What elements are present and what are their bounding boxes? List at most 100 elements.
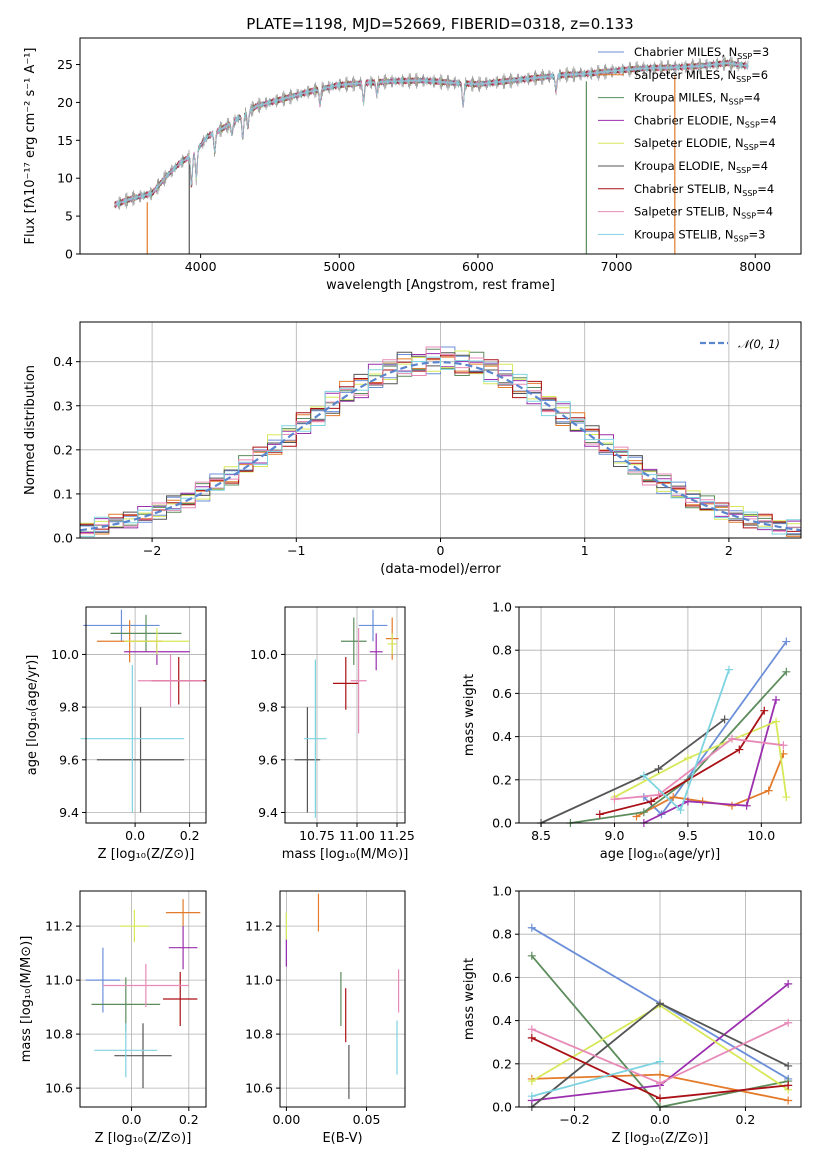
data-point-marker — [683, 754, 692, 763]
spectrum-panel: 4000 5000 6000 7000 8000 0 5 10 15 20 25 wavelength… — [23, 37, 802, 293]
plot-area — [80, 609, 206, 813]
y-tick-label: 20 — [57, 95, 73, 110]
x-axis-label: E(B-V) — [322, 1131, 362, 1146]
axes-frame — [85, 606, 207, 824]
plot-area — [294, 609, 399, 818]
y-axis-label: Normed distribution — [23, 365, 38, 495]
x-tick-label: 0.00 — [272, 1112, 300, 1127]
y-tick-label: 0.0 — [492, 1100, 512, 1115]
x-tick-label: −2 — [143, 543, 161, 558]
data-point-marker — [595, 810, 604, 819]
y-tick-label: 1.0 — [492, 600, 512, 615]
mass-vs-metallicity-panel: 0.0 0.2 10.6 10.8 11.0 11.2 Z [log₁₀(Z/Z⊙)] mas… — [19, 890, 207, 1146]
y-tick-label: 0.1 — [53, 486, 73, 501]
plot-area — [85, 899, 201, 1089]
x-tick-label: 6000 — [462, 259, 494, 274]
x-tick-label: 5000 — [323, 259, 355, 274]
mass-weight-vs-age-panel: 8.5 9.0 9.5 10.0 0.0 0.2 0.4 0.6 0.8 1.0 age [log₁… — [462, 600, 802, 862]
y-tick-label: 9.8 — [258, 700, 278, 715]
data-point-marker — [735, 745, 744, 754]
figure-title: PLATE=1198, MJD=52669, FIBERID=0318, z=0… — [246, 15, 633, 33]
data-point-marker — [656, 1094, 664, 1103]
y-tick-label: 0.8 — [492, 927, 512, 942]
x-tick-label: 0.0 — [650, 1112, 670, 1127]
mass-weight-vs-metallicity-panel: −0.2 0.0 0.2 0.0 0.2 0.4 0.6 0.8 1.0 Z [log₁₀(Z/Z… — [462, 884, 802, 1146]
y-tick-label: 0.0 — [53, 531, 73, 546]
x-tick-label: 2 — [725, 543, 733, 558]
data-point-marker — [656, 1057, 664, 1066]
y-axis-label: mass weight — [462, 674, 477, 756]
mass-weight-line — [643, 641, 788, 816]
axes-frame — [279, 890, 406, 1108]
data-point-marker — [784, 1061, 793, 1070]
data-point-marker — [527, 951, 536, 960]
data-point-marker — [772, 695, 781, 704]
x-axis-label: Z [log₁₀(Z/Z⊙)] — [95, 1131, 192, 1146]
histogram-series-8 — [80, 346, 801, 535]
x-tick-label: 4000 — [185, 259, 217, 274]
y-tick-label: 0.3 — [53, 398, 73, 413]
y-tick-label: 25 — [57, 57, 73, 72]
legend-entry: Salpeter MILES, NSSP=6 — [634, 68, 768, 84]
x-axis-label: Z [log₁₀(Z/Z⊙)] — [98, 847, 195, 862]
y-tick-label: 0.2 — [492, 1056, 512, 1071]
y-tick-label: 9.8 — [59, 700, 79, 715]
y-tick-label: 9.4 — [258, 805, 278, 820]
y-axis-label: Flux [fλ10⁻¹⁷ erg cm⁻² s⁻¹ A⁻¹] — [23, 48, 38, 245]
x-axis-label: age [log₁₀(age/yr)] — [600, 847, 721, 862]
y-tick-label: 11.0 — [45, 973, 73, 988]
data-point-marker — [527, 1025, 536, 1034]
x-tick-label: 9.5 — [678, 828, 698, 843]
plot-area — [114, 55, 749, 254]
x-tick-label: 11.00 — [339, 828, 375, 843]
data-point-marker — [656, 1070, 664, 1079]
data-point-marker — [656, 999, 664, 1008]
model-spectrum-9 — [114, 60, 749, 207]
axes-frame — [518, 606, 802, 824]
histogram-series-9 — [80, 356, 801, 537]
data-point-marker — [725, 665, 734, 674]
y-tick-label: 10.0 — [250, 647, 278, 662]
spectrum-lines — [114, 55, 749, 254]
x-tick-label: 8.5 — [531, 828, 551, 843]
data-point-marker — [639, 808, 648, 817]
x-axis-label: mass [log₁₀(M/M⊙)] — [282, 847, 409, 862]
y-tick-label: 10.6 — [245, 1081, 273, 1096]
y-tick-label: 11.2 — [45, 919, 73, 934]
x-tick-label: 9.0 — [605, 828, 625, 843]
y-axis-label: mass [log₁₀(M/M⊙)] — [19, 936, 34, 1063]
x-tick-label: 7000 — [601, 259, 633, 274]
plot-area — [537, 637, 791, 827]
x-tick-label: 0.0 — [122, 1112, 142, 1127]
data-point-marker — [647, 797, 656, 806]
y-tick-label: 10 — [57, 171, 73, 186]
mass-weight-line — [540, 718, 726, 824]
x-tick-label: 1 — [581, 543, 589, 558]
y-tick-label: 0.2 — [492, 772, 512, 787]
data-point-marker — [760, 706, 769, 715]
data-point-marker — [656, 1079, 664, 1088]
data-point-marker — [742, 801, 751, 810]
y-tick-label: 0.4 — [53, 354, 73, 369]
data-point-marker — [683, 797, 692, 806]
y-axis-label: age [log₁₀(age/yr)] — [25, 655, 40, 776]
x-tick-label: 0.2 — [179, 1112, 199, 1127]
x-axis-label: (data-model)/error — [380, 562, 501, 577]
data-point-marker — [782, 667, 791, 676]
y-tick-label: 0.2 — [53, 442, 73, 457]
x-tick-label: 11.25 — [379, 828, 415, 843]
data-point-marker — [784, 979, 793, 988]
legend-entry: Salpeter ELODIE, NSSP=4 — [634, 136, 776, 152]
legend-entry: Chabrier STELIB, NSSP=4 — [634, 182, 774, 198]
y-tick-label: 1.0 — [492, 884, 512, 899]
y-tick-label: 9.4 — [59, 805, 79, 820]
legend-entry: Kroupa ELODIE, NSSP=4 — [634, 159, 768, 175]
x-axis-label: Z [log₁₀(Z/Z⊙)] — [612, 1131, 709, 1146]
x-tick-label: −1 — [287, 543, 305, 558]
x-tick-label: 10.0 — [747, 828, 775, 843]
age-vs-mass-panel: 10.75 11.00 11.25 9.4 9.6 9.8 10.0 mass [log₁₀(… — [250, 606, 415, 862]
y-tick-label: 9.6 — [258, 752, 278, 767]
mass-weight-line — [570, 671, 787, 824]
normal-reference-curve — [79, 360, 802, 532]
